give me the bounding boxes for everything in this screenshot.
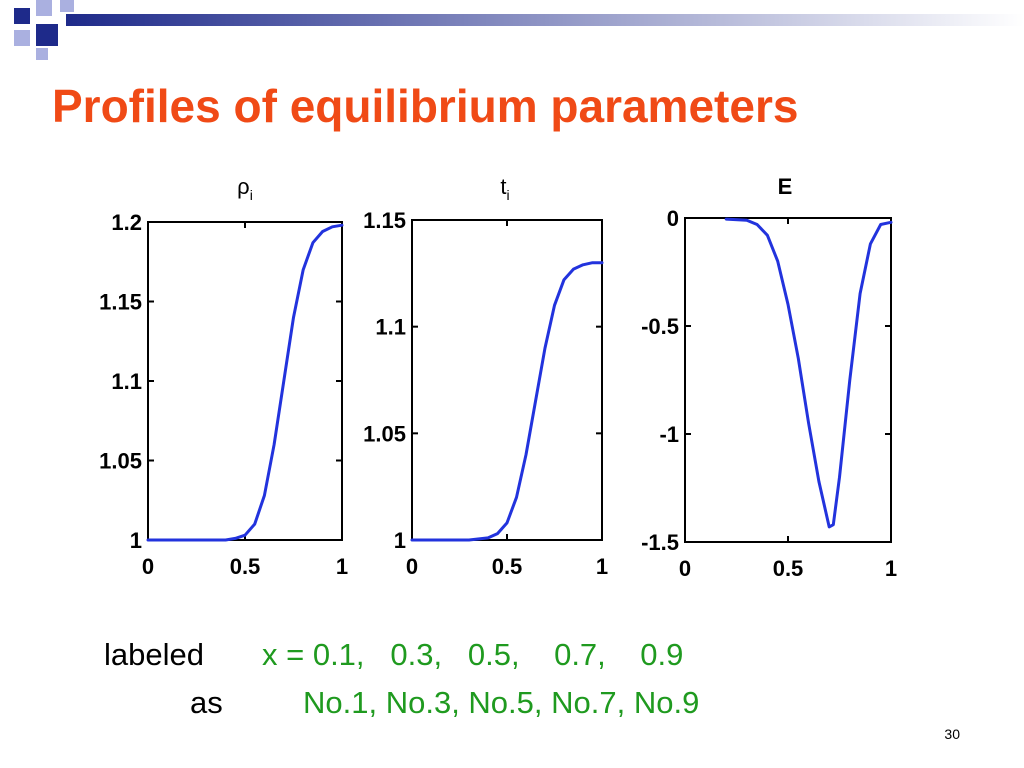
chart-t-svg: ti 1 1.05 1.1 1.15 0 0.5 1 bbox=[363, 174, 608, 579]
caption-x-values: x = 0.1, 0.3, 0.5, 0.7, 0.9 bbox=[262, 637, 684, 672]
page-number: 30 bbox=[944, 726, 960, 742]
header-bar bbox=[66, 14, 1024, 26]
chart-title: ρi bbox=[237, 174, 253, 203]
chart-title-main: E bbox=[778, 174, 793, 199]
x-tick-label: 0 bbox=[679, 556, 691, 581]
y-tick-label: -1.5 bbox=[641, 530, 679, 555]
series-line bbox=[724, 217, 893, 529]
slide-title: Profiles of equilibrium parameters bbox=[52, 80, 799, 132]
chart-title-sub: i bbox=[507, 187, 510, 203]
deco-square-navy bbox=[36, 24, 58, 46]
y-tick-label: 1.05 bbox=[363, 421, 406, 446]
chart-title-main: ρ bbox=[237, 174, 250, 199]
y-tick-label: 1.15 bbox=[363, 208, 406, 233]
chart-t: ti 1 1.05 1.1 1.15 0 0.5 1 bbox=[340, 158, 630, 588]
y-tick-label: 1 bbox=[130, 528, 142, 553]
deco-square-light bbox=[14, 30, 30, 46]
x-tick-label: 1 bbox=[885, 556, 897, 581]
chart-title-main: t bbox=[500, 174, 506, 199]
y-tick-label: 1 bbox=[394, 528, 406, 553]
caption-no-values: No.1, No.3, No.5, No.7, No.9 bbox=[303, 685, 700, 720]
y-tick-label: 1.1 bbox=[111, 369, 142, 394]
deco-square-light bbox=[60, 0, 74, 12]
y-tick-label: 1.05 bbox=[99, 449, 142, 474]
chart-rho-svg: ρi 1 1.05 1.1 1.15 1.2 0 0.5 1 bbox=[99, 174, 348, 579]
deco-square-light bbox=[36, 48, 48, 60]
y-tick-label: 1.2 bbox=[111, 210, 142, 235]
x-tick-label: 0 bbox=[142, 554, 154, 579]
x-tick-label: 1 bbox=[596, 554, 608, 579]
deco-square-light bbox=[36, 0, 52, 16]
y-tick-label: 1.15 bbox=[99, 290, 142, 315]
x-tick-label: 0.5 bbox=[230, 554, 261, 579]
series-line bbox=[410, 261, 604, 542]
y-tick-label: -0.5 bbox=[641, 314, 679, 339]
x-tick-label: 0.5 bbox=[773, 556, 804, 581]
series-line bbox=[146, 223, 344, 542]
chart-rho: ρi 1 1.05 1.1 1.15 1.2 0 0.5 1 bbox=[70, 158, 360, 588]
x-tick-label: 1 bbox=[336, 554, 348, 579]
chart-e: E 0 -0.5 -1 -1.5 0 0.5 1 bbox=[615, 158, 915, 588]
chart-title: ti bbox=[500, 174, 509, 203]
x-tick-label: 0.5 bbox=[492, 554, 523, 579]
deco-square-navy bbox=[14, 8, 30, 24]
caption-label-as: as bbox=[190, 685, 223, 720]
y-tick-label: 0 bbox=[667, 206, 679, 231]
chart-e-svg: E0-0.5-1-1.50 0.5 1 bbox=[641, 174, 897, 581]
plot-frame bbox=[684, 217, 892, 543]
x-tick-label: 0 bbox=[406, 554, 418, 579]
y-tick-label: 1.1 bbox=[375, 315, 406, 340]
chart-title-sub: i bbox=[250, 187, 253, 203]
caption-label-labeled: labeled bbox=[104, 637, 204, 672]
plot-frame bbox=[147, 221, 343, 541]
header-decoration bbox=[14, 0, 1024, 60]
chart-title: E bbox=[778, 174, 793, 199]
y-tick-label: -1 bbox=[659, 422, 679, 447]
